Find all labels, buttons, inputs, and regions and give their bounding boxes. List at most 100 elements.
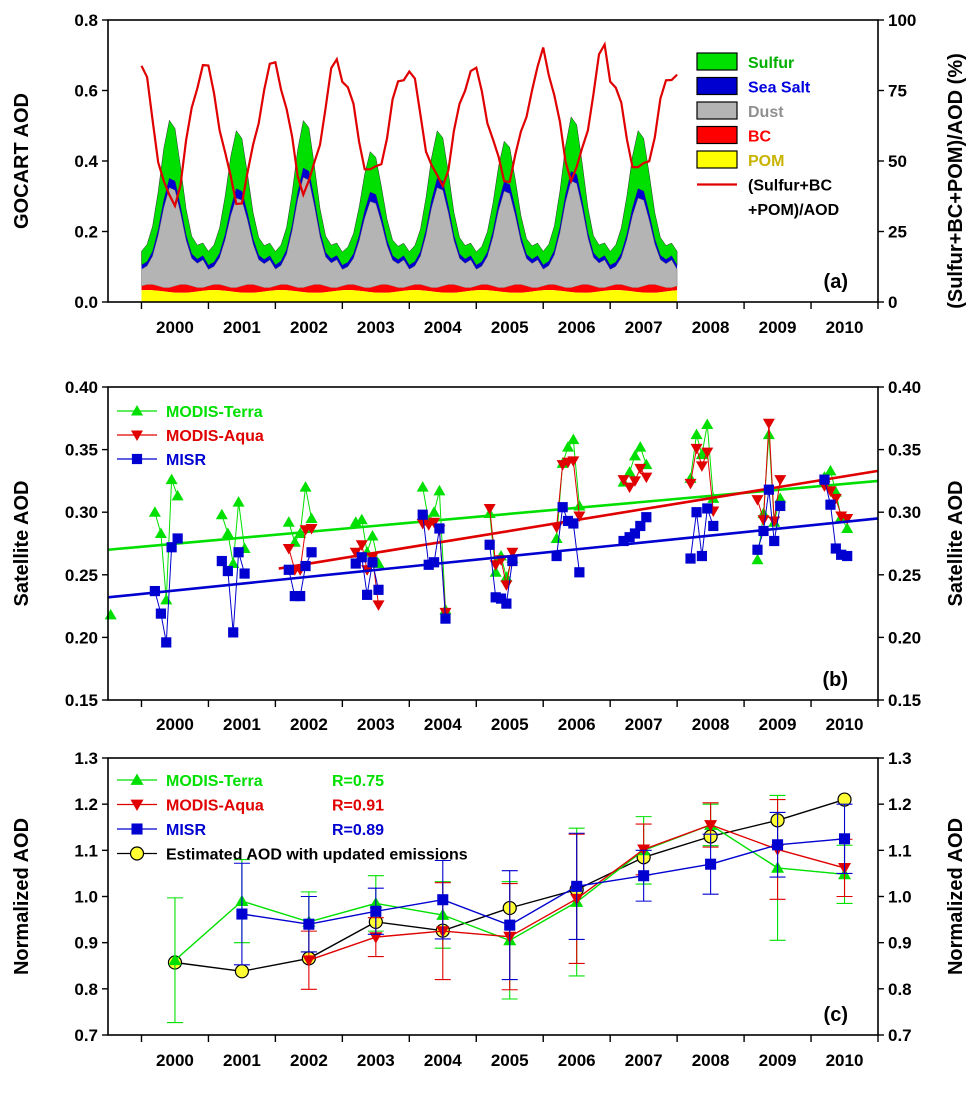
data-point [685,553,696,564]
legend-b: MODIS-Terra MODIS-Aqua MISR [117,404,264,469]
data-point [695,461,708,472]
y2-tick-label: 1.2 [888,795,912,814]
legend-label: MISR [166,822,206,839]
y-tick-label: 1.1 [74,841,98,860]
data-point [305,512,318,523]
y-tick-label: 0.20 [65,628,98,647]
data-point [751,553,764,565]
data-point [763,484,774,495]
data-point [428,517,441,529]
x-tick-label: 2002 [290,318,328,337]
legend-r-value: R=0.91 [332,798,384,815]
data-point [705,858,717,870]
data-point [768,516,781,527]
data-point [752,544,763,555]
legend-swatch [696,76,738,96]
axes-b: 0.15 0.15 0.20 0.20 0.25 0.25 0.30 0.30 0.35 0.35… [11,378,967,734]
data-point [295,590,306,602]
y2-tick-label: 0.25 [888,566,921,585]
y2-axis-title: (Sulfur+BC+POM)/AOD (%) [945,53,967,309]
data-point [367,557,378,568]
data-point [350,558,361,569]
data-point [702,503,713,514]
legend-label: +POM)/AOD [748,202,839,219]
data-point [233,547,244,558]
data-point [168,953,182,966]
data-point [571,880,583,892]
data-point [704,820,718,832]
y2-axis-title: Satellite AOD [945,481,967,607]
legend-a: Sulfur Sea Salt Dust BC POM (Sulfur+BC +POM)/A… [696,52,839,219]
data-point [433,484,446,496]
data-point [234,964,250,979]
data-point [215,508,228,520]
data-point [618,535,629,547]
x-tick-label: 2000 [156,715,194,734]
data-point [428,506,441,517]
y2-tick-label: 1.3 [888,749,912,768]
data-point [484,539,495,550]
data-point [227,557,240,569]
data-point [836,549,847,560]
data-point [161,637,172,648]
data-point [434,523,445,534]
y-tick-label: 0.30 [65,503,98,522]
data-point [372,600,385,611]
x-tick-label: 2009 [759,1051,797,1070]
y2-tick-label: 0.8 [888,980,912,999]
data-point [568,518,579,529]
stacked-areas [141,116,678,302]
data-point [282,516,295,527]
x-tick-label: 2008 [692,318,730,337]
x-tick-label: 2007 [625,318,663,337]
data-point [769,535,780,547]
data-point [634,463,647,475]
legend-marker [131,823,143,835]
data-point [483,503,496,515]
y-tick-label: 0.8 [74,11,98,30]
data-point [416,481,429,492]
data-point [617,475,630,486]
series-square [233,803,853,981]
y2-tick-label: 50 [888,152,907,171]
legend-label: BC [748,129,772,146]
legend-marker [131,405,143,416]
legend-marker [131,453,143,465]
data-point [562,515,574,527]
data-point [165,473,178,485]
x-tick-label: 2002 [290,715,328,734]
y-tick-label: 0.2 [74,223,98,242]
legend-r-value: R=0.89 [332,822,384,839]
data-point [154,527,167,538]
y2-tick-label: 0.7 [888,1026,912,1045]
data-point [629,528,641,539]
legend-swatch [696,125,738,145]
legend-marker [130,799,144,811]
legend-label: POM [748,153,784,170]
data-point [216,555,227,567]
data-point [423,559,434,570]
series-misr [107,474,879,648]
panel-label: (a) [824,271,848,293]
ratio-line [140,41,678,209]
legend-marker [129,846,145,861]
data-point [623,482,636,494]
y-tick-label: 0.9 [74,934,98,953]
y2-tick-label: 0.20 [888,628,921,647]
data-point [690,443,703,455]
legend-label: Sulfur [748,55,794,72]
data-point [222,565,233,577]
data-point [762,418,775,430]
data-point [640,472,653,484]
y2-tick-label: 0.35 [888,441,921,460]
x-tick-label: 2008 [692,1051,730,1070]
data-point [370,905,382,917]
data-point [841,513,854,525]
y2-tick-label: 25 [888,223,907,242]
data-point [373,584,384,595]
y2-tick-label: 1.0 [888,888,912,907]
data-point [561,441,574,452]
y-tick-label: 0.40 [65,378,98,397]
data-point [628,449,641,461]
